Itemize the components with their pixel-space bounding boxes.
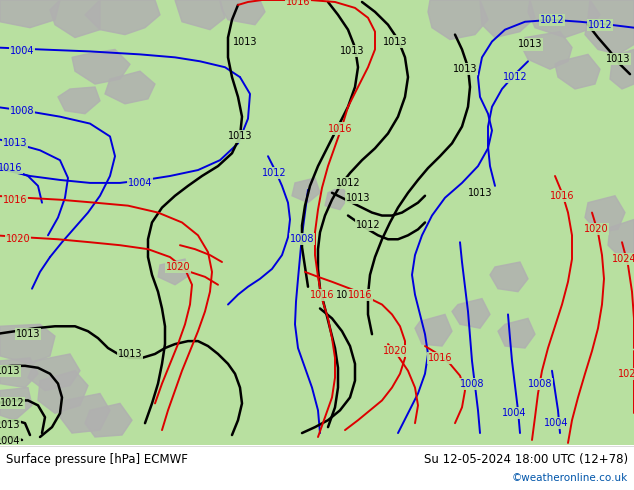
Text: 1012: 1012 — [0, 398, 24, 408]
Text: 1013: 1013 — [383, 37, 407, 47]
Text: 1013: 1013 — [605, 54, 630, 64]
Text: ©weatheronline.co.uk: ©weatheronline.co.uk — [512, 473, 628, 483]
Polygon shape — [555, 54, 600, 89]
Text: 1004: 1004 — [10, 47, 34, 56]
Text: 1013: 1013 — [0, 366, 20, 376]
Text: 1008: 1008 — [460, 379, 484, 389]
Text: 1013: 1013 — [346, 193, 370, 203]
Polygon shape — [585, 196, 625, 232]
Text: 1013: 1013 — [518, 40, 542, 49]
Text: 1020: 1020 — [165, 262, 190, 272]
Polygon shape — [158, 259, 190, 285]
Text: 1013: 1013 — [453, 64, 477, 74]
Text: Surface pressure [hPa] ECMWF: Surface pressure [hPa] ECMWF — [6, 453, 188, 466]
Text: 1013: 1013 — [228, 131, 252, 142]
Polygon shape — [72, 49, 130, 84]
Text: 1024: 1024 — [612, 254, 634, 264]
Text: 1004: 1004 — [544, 418, 568, 428]
Polygon shape — [175, 0, 225, 30]
Polygon shape — [585, 0, 634, 54]
Polygon shape — [105, 71, 155, 104]
Polygon shape — [498, 318, 535, 348]
Polygon shape — [325, 186, 348, 210]
Text: 1013: 1013 — [3, 138, 27, 148]
Polygon shape — [58, 87, 100, 114]
Polygon shape — [50, 0, 100, 38]
Text: 1013: 1013 — [118, 349, 142, 359]
Text: 1028: 1028 — [618, 369, 634, 379]
Text: 1016: 1016 — [0, 163, 22, 173]
Polygon shape — [0, 0, 60, 27]
Text: 1012: 1012 — [356, 220, 380, 230]
Text: 1012: 1012 — [503, 72, 527, 82]
Text: 1013: 1013 — [468, 188, 492, 198]
Polygon shape — [85, 403, 132, 437]
Text: 1004: 1004 — [0, 436, 20, 446]
Polygon shape — [490, 262, 528, 292]
Polygon shape — [292, 178, 320, 203]
Polygon shape — [428, 0, 488, 40]
Polygon shape — [528, 0, 600, 38]
Text: 1013: 1013 — [0, 420, 20, 430]
Text: 1004: 1004 — [501, 408, 526, 418]
Text: 1008: 1008 — [527, 379, 552, 389]
Polygon shape — [522, 32, 572, 69]
Text: 1013: 1013 — [336, 290, 360, 300]
Text: 1013: 1013 — [340, 47, 365, 56]
Polygon shape — [38, 371, 88, 413]
Text: 1004: 1004 — [127, 178, 152, 188]
Polygon shape — [60, 393, 110, 433]
Text: 1016: 1016 — [310, 290, 334, 300]
Polygon shape — [28, 354, 80, 391]
Polygon shape — [452, 298, 490, 328]
Polygon shape — [480, 0, 535, 38]
Text: 1008: 1008 — [290, 234, 314, 245]
Text: 1016: 1016 — [328, 123, 353, 134]
Polygon shape — [0, 358, 38, 388]
Text: 1016: 1016 — [3, 195, 27, 205]
Text: 1013: 1013 — [16, 329, 40, 339]
Text: 1020: 1020 — [383, 346, 407, 356]
Polygon shape — [608, 220, 634, 259]
Text: 1016: 1016 — [550, 191, 574, 201]
Polygon shape — [0, 388, 32, 420]
Text: 1008: 1008 — [10, 106, 34, 116]
Text: 1016: 1016 — [428, 353, 452, 363]
Text: Su 12-05-2024 18:00 UTC (12+78): Su 12-05-2024 18:00 UTC (12+78) — [424, 453, 628, 466]
Polygon shape — [610, 49, 634, 89]
Text: 1013: 1013 — [233, 37, 257, 47]
Text: 1012: 1012 — [262, 168, 287, 178]
Text: 1016: 1016 — [348, 290, 372, 300]
Text: 1020: 1020 — [6, 234, 30, 245]
Polygon shape — [0, 324, 55, 364]
Text: 1012: 1012 — [335, 178, 360, 188]
Text: 1016: 1016 — [286, 0, 310, 7]
Text: 1012: 1012 — [540, 15, 564, 25]
Text: 1012: 1012 — [588, 20, 612, 30]
Polygon shape — [85, 0, 160, 35]
Polygon shape — [415, 315, 452, 346]
Text: 1020: 1020 — [584, 224, 608, 234]
Polygon shape — [220, 0, 265, 24]
